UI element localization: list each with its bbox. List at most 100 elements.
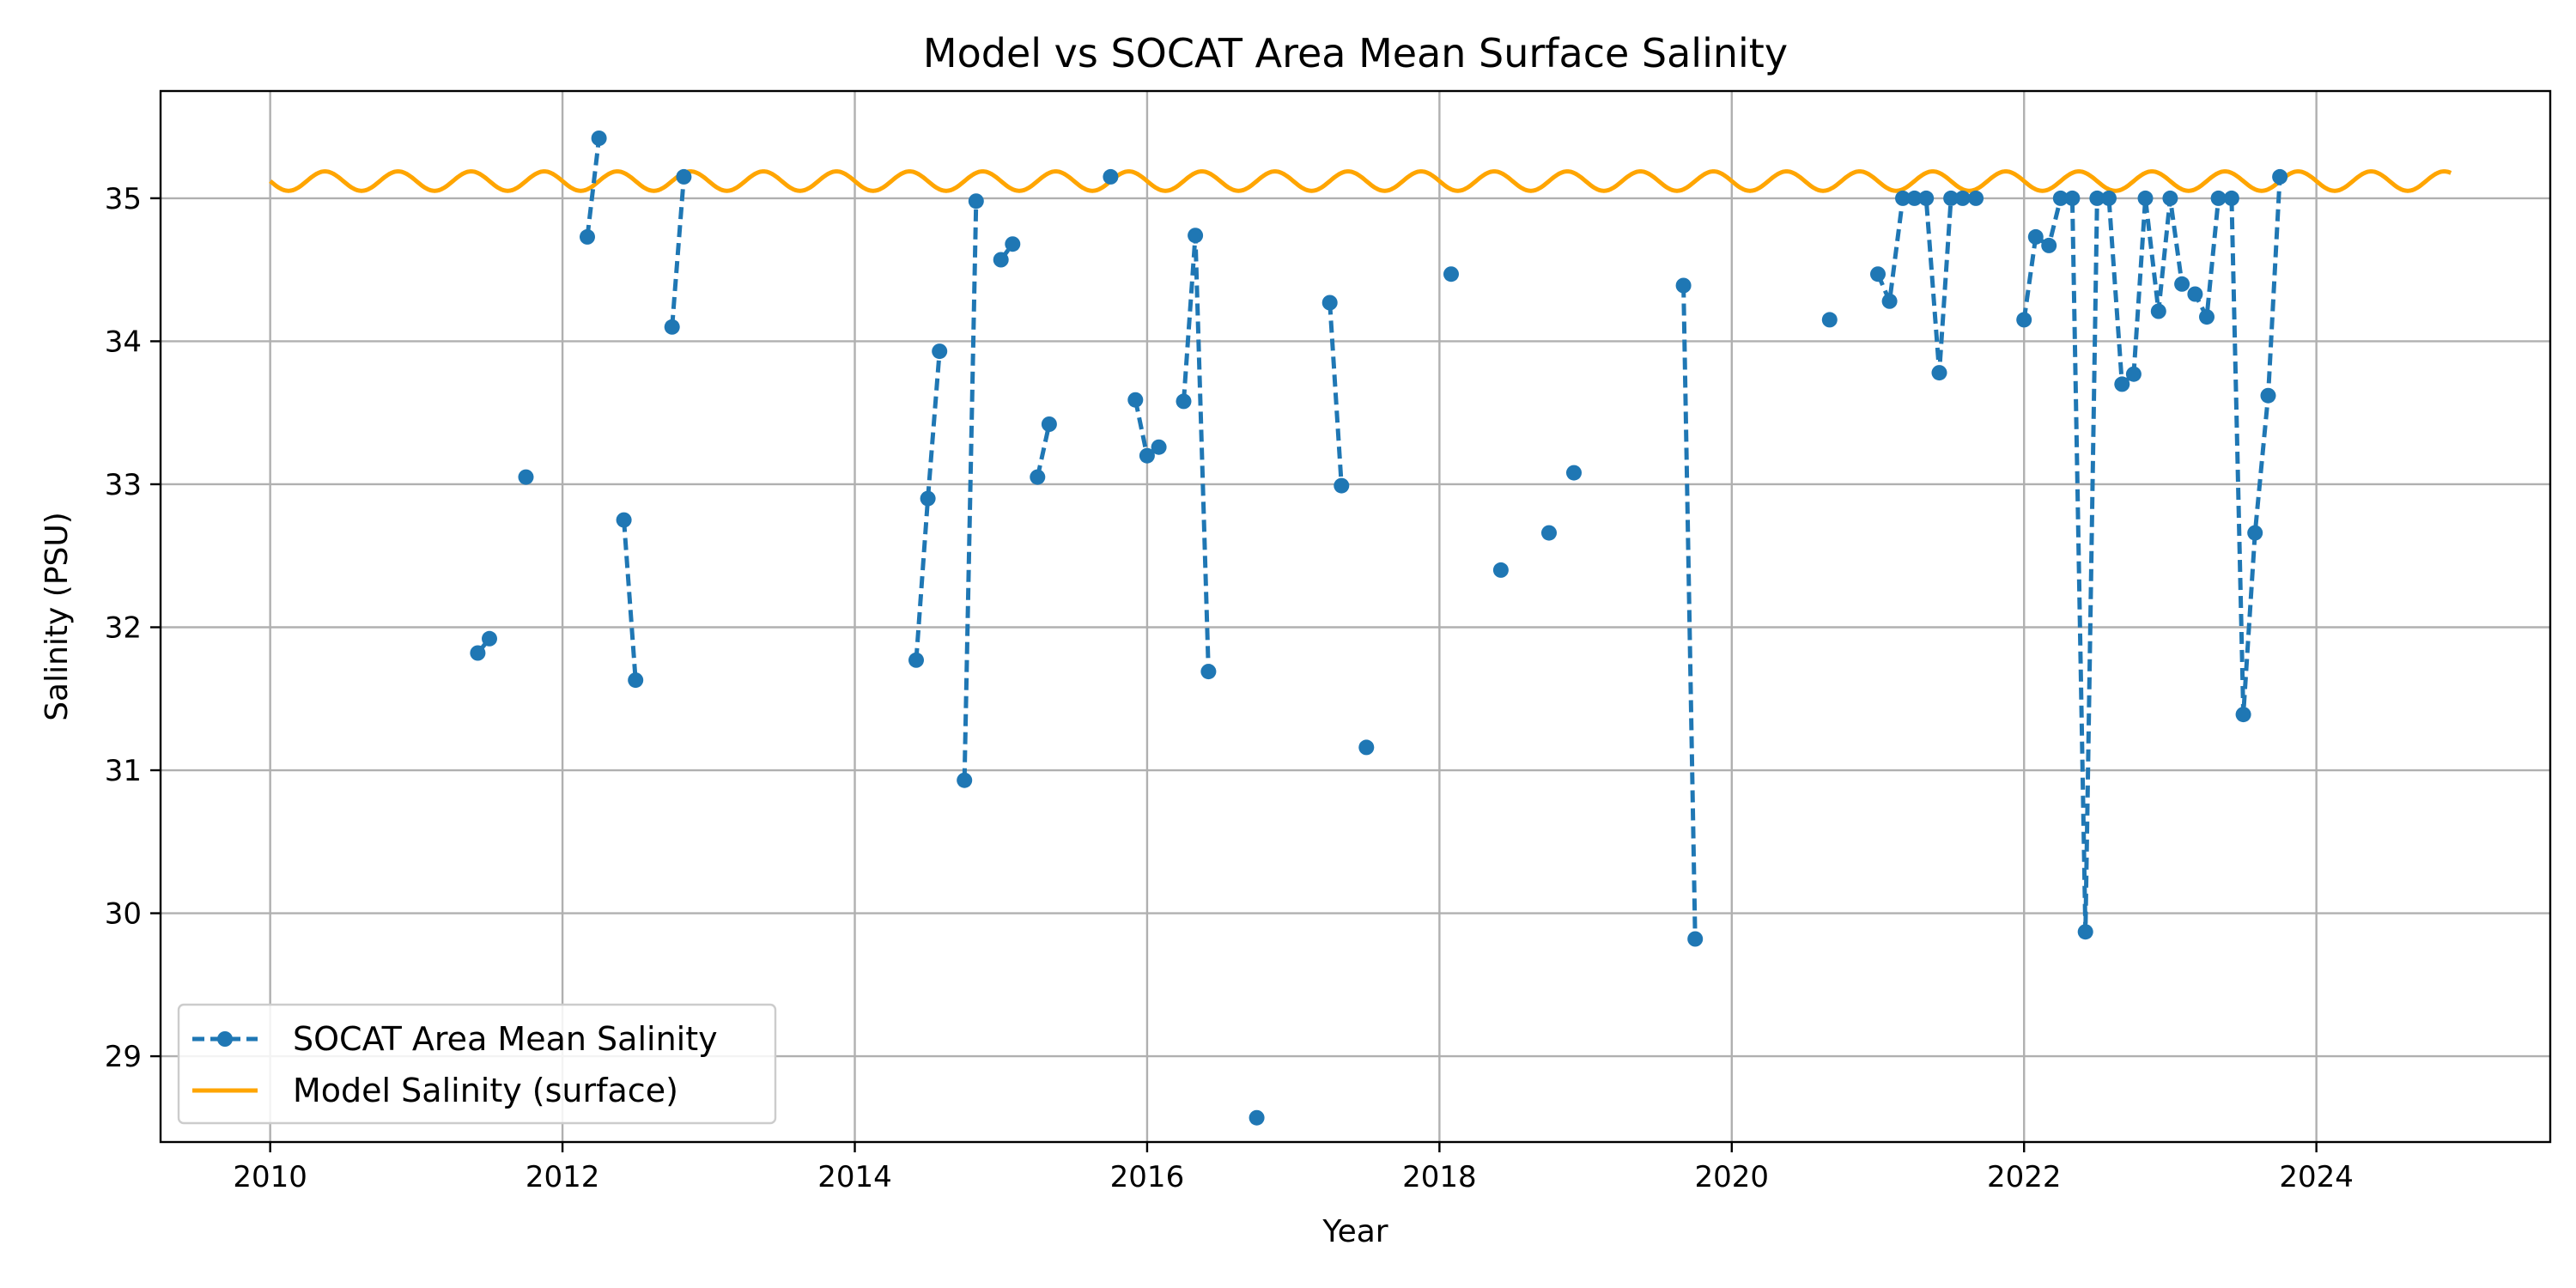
socat-salinity-point [908, 652, 924, 668]
socat-salinity-point [1675, 277, 1692, 294]
socat-salinity-line-segment [1327, 302, 1344, 486]
socat-salinity-point [1492, 562, 1509, 578]
socat-salinity-point [1541, 525, 1557, 541]
socat-salinity-point [1249, 1109, 1265, 1126]
socat-salinity-point [2041, 237, 2057, 253]
y-tick-label: 31 [105, 754, 142, 788]
y-tick-label: 29 [105, 1040, 142, 1074]
socat-salinity-point [993, 252, 1009, 268]
socat-salinity-point [1321, 295, 1338, 311]
socat-salinity-point [920, 490, 936, 507]
socat-salinity-point [2137, 190, 2154, 206]
socat-salinity-point [676, 168, 692, 185]
socat-salinity-point [2027, 228, 2044, 245]
socat-salinity-point [1943, 190, 1959, 206]
socat-salinity-point [2210, 190, 2227, 206]
socat-salinity-point [616, 512, 632, 528]
x-tick-label: 2016 [1110, 1160, 1185, 1194]
socat-salinity-point [2260, 387, 2276, 404]
socat-salinity-point [1127, 392, 1144, 408]
axis-ticks: 2010 2012 2014 2016 2018 2020 2022 2024 29 30 31 32… [105, 182, 2354, 1194]
socat-salinity-line-segment [914, 350, 942, 660]
x-tick-label: 2022 [1987, 1160, 2062, 1194]
chart-title: Model vs SOCAT Area Mean Surface Salinit… [923, 30, 1788, 76]
x-tick-label: 2018 [1402, 1160, 1477, 1194]
socat-salinity-point [1968, 190, 1984, 206]
y-axis-label: Salinity (PSU) [39, 512, 75, 721]
socat-salinity-point [1005, 236, 1021, 252]
socat-salinity-point [580, 228, 595, 245]
socat-salinity-point [2089, 190, 2105, 206]
legend-box [177, 1003, 777, 1125]
socat-salinity-point [2235, 707, 2251, 723]
socat-salinity-point [1176, 393, 1192, 410]
socat-salinity-point [2247, 525, 2263, 541]
socat-salinity-point [968, 193, 984, 210]
y-tick-label: 33 [105, 468, 142, 502]
socat-salinity-point [2162, 190, 2178, 206]
model-salinity-line [269, 169, 2452, 193]
socat-salinity-point [664, 319, 680, 335]
socat-salinity-point [957, 772, 973, 788]
socat-salinity-point [1334, 477, 1350, 494]
socat-salinity-point [932, 343, 948, 360]
y-tick-label: 35 [105, 182, 142, 216]
socat-salinity-point [1103, 168, 1119, 185]
x-tick-label: 2010 [233, 1160, 307, 1194]
socat-salinity-point [628, 672, 644, 689]
socat-salinity-point [1821, 312, 1838, 328]
socat-salinity-line-segment [585, 137, 602, 238]
socat-salinity-point [2052, 190, 2069, 206]
y-tick-label: 32 [105, 611, 142, 645]
socat-salinity-point [2125, 366, 2142, 382]
socat-salinity-point [2016, 312, 2032, 328]
legend-label-socat: SOCAT Area Mean Salinity [293, 1020, 718, 1058]
socat-salinity-point [1918, 190, 1935, 206]
y-tick-label: 34 [105, 325, 142, 359]
socat-salinity-point [2114, 376, 2130, 392]
socat-salinity-point [2101, 190, 2117, 206]
socat-salinity-point [591, 131, 607, 146]
socat-salinity-point [2223, 190, 2239, 206]
socat-salinity-point [2150, 303, 2166, 319]
socat-salinity-point [1881, 293, 1898, 309]
x-tick-label: 2012 [526, 1160, 600, 1194]
socat-salinity-point [1443, 266, 1459, 283]
socat-salinity-point [1566, 465, 1582, 481]
socat-salinity-point [1030, 469, 1046, 485]
socat-salinity-line-segment [622, 519, 638, 681]
socat-salinity-point [2272, 168, 2288, 185]
socat-salinity-point [2077, 924, 2093, 940]
legend-marker-socat [217, 1031, 233, 1047]
x-tick-label: 2020 [1695, 1160, 1770, 1194]
socat-salinity-point [1358, 739, 1375, 756]
socat-salinity-point [1200, 664, 1217, 680]
x-tick-label: 2024 [2279, 1160, 2354, 1194]
socat-salinity-point [1188, 228, 1204, 244]
socat-salinity-point [470, 645, 486, 661]
legend: SOCAT Area Mean Salinity Model Salinity … [177, 1003, 777, 1125]
socat-salinity-point [2187, 286, 2203, 302]
socat-salinity-point [1870, 266, 1886, 283]
socat-salinity-point [1151, 439, 1167, 455]
socat-salinity-point [1041, 416, 1057, 432]
socat-salinity-point [2199, 309, 2215, 325]
socat-salinity-point [518, 469, 534, 485]
socat-salinity-point [1906, 190, 1923, 206]
socat-salinity-line-segment [1035, 423, 1052, 478]
socat-salinity-line-segment [962, 201, 979, 781]
socat-salinity-point [1931, 365, 1947, 381]
socat-salinity-point [1139, 447, 1155, 464]
x-axis-label: Year [1321, 1214, 1388, 1249]
socat-salinity-line-segment [670, 176, 686, 327]
plot-series [269, 131, 2452, 1126]
y-tick-label: 30 [105, 897, 142, 932]
legend-label-model: Model Salinity (surface) [293, 1072, 678, 1109]
socat-salinity-point [482, 630, 497, 647]
socat-salinity-line-segment [1681, 285, 1698, 939]
socat-salinity-point [1954, 190, 1971, 206]
x-tick-label: 2014 [817, 1160, 892, 1194]
socat-salinity-point [2174, 276, 2190, 292]
socat-salinity-point [1895, 190, 1911, 206]
